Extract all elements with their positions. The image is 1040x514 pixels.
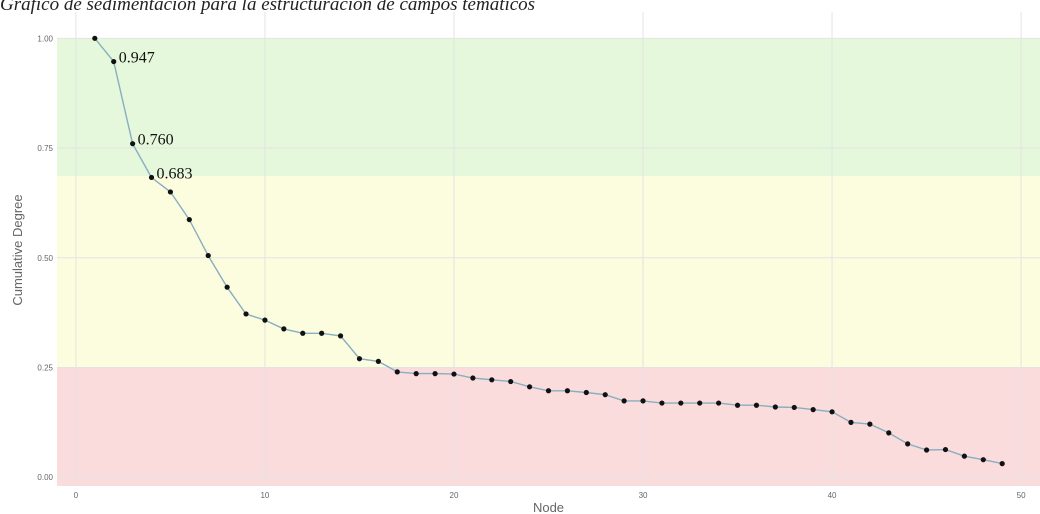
y-tick-label: 0.00 <box>37 473 53 482</box>
data-point <box>999 461 1005 467</box>
band-low <box>57 367 1040 486</box>
x-tick-label: 30 <box>639 491 648 500</box>
grid-lines <box>57 12 1040 486</box>
y-tick-label: 0.50 <box>37 254 53 263</box>
data-point <box>319 330 325 336</box>
band-mid <box>57 176 1040 368</box>
data-point <box>659 400 665 406</box>
data-point <box>829 409 835 415</box>
y-tick-label: 0.75 <box>37 144 53 153</box>
y-axis-label: Cumulative Degree <box>10 194 25 305</box>
data-points <box>92 35 1005 467</box>
data-point <box>564 388 571 394</box>
threshold-bands <box>57 38 1040 486</box>
data-point <box>697 400 703 406</box>
data-point <box>886 430 892 436</box>
data-point <box>545 388 552 394</box>
data-point <box>413 371 419 377</box>
data-point <box>394 369 400 375</box>
y-tick-label: 1.00 <box>37 34 53 43</box>
x-tick-label: 10 <box>260 491 269 500</box>
data-point <box>848 419 854 425</box>
band-high <box>57 38 1040 177</box>
data-point <box>734 402 741 408</box>
data-point <box>432 371 438 377</box>
data-point <box>262 317 268 323</box>
data-point <box>791 404 797 411</box>
data-point <box>905 441 911 447</box>
data-point <box>167 189 174 195</box>
data-point <box>148 174 155 181</box>
data-point <box>602 392 608 398</box>
data-point <box>923 447 930 453</box>
point-annotations: 0.947 0.760 0.683 <box>119 50 193 183</box>
annotation-label: 0.947 <box>119 50 155 67</box>
data-point <box>772 404 778 410</box>
x-tick-labels: 0 10 20 30 40 50 <box>74 491 1026 500</box>
data-point <box>942 446 949 453</box>
data-point <box>753 402 760 408</box>
data-point <box>243 311 249 317</box>
data-point <box>526 384 533 390</box>
data-point <box>867 421 873 427</box>
data-point <box>186 216 192 223</box>
x-tick-label: 20 <box>450 491 459 500</box>
annotation-label: 0.760 <box>138 132 174 149</box>
data-point <box>130 141 136 147</box>
annotation-label: 0.683 <box>157 165 193 182</box>
x-axis-label: Node <box>533 500 564 514</box>
y-tick-labels: 0.00 0.25 0.50 0.75 1.00 <box>37 34 53 482</box>
data-point <box>961 453 967 459</box>
data-point <box>337 333 344 339</box>
y-tick-label: 0.25 <box>37 364 53 373</box>
data-point <box>281 326 287 332</box>
data-point <box>224 284 230 290</box>
data-point <box>980 457 986 463</box>
data-point <box>300 330 306 336</box>
data-point <box>92 35 98 41</box>
data-point <box>451 371 457 377</box>
data-point <box>678 400 684 406</box>
data-point <box>205 252 211 259</box>
data-point <box>640 398 646 404</box>
figure-caption: Gráfico de sedimentación para la estruct… <box>0 0 536 15</box>
x-tick-label: 50 <box>1017 491 1026 500</box>
data-point <box>810 407 816 413</box>
data-point <box>470 375 476 381</box>
data-point <box>716 400 722 406</box>
data-point <box>489 377 495 383</box>
x-tick-label: 40 <box>828 491 837 500</box>
data-point <box>111 58 117 65</box>
data-point <box>621 398 627 404</box>
data-point <box>583 389 589 396</box>
x-tick-label: 0 <box>74 491 79 500</box>
data-point <box>356 356 363 362</box>
data-point <box>508 378 514 385</box>
data-point <box>375 358 381 364</box>
